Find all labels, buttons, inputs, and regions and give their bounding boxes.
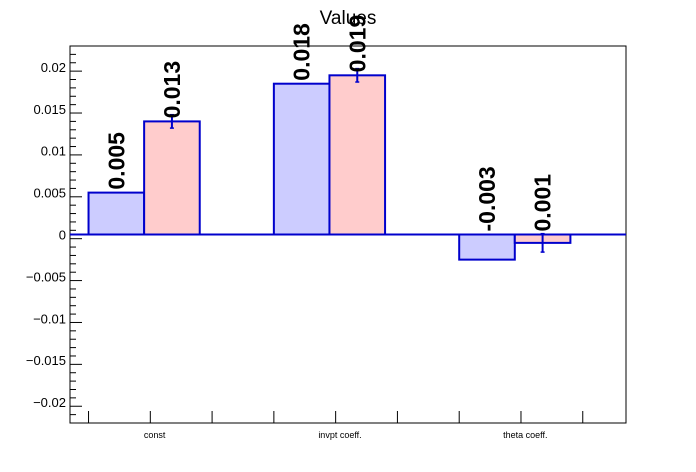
bar <box>87 191 146 236</box>
x-tick-label: const <box>144 430 166 440</box>
y-tick-label: 0.01 <box>41 144 66 159</box>
y-tick-label: 0.02 <box>41 60 66 75</box>
bar <box>143 120 201 236</box>
bar-labels-layer: 0.005 0.018 -0.003 0.013 0.019 0.001 <box>103 15 555 232</box>
x-axis: const invpt coeff. theta coeff. <box>88 411 584 440</box>
y-tick-label: −0.005 <box>26 269 66 284</box>
bar <box>458 233 516 261</box>
y-tick-label: 0.015 <box>33 102 66 117</box>
bars-layer <box>87 67 572 261</box>
bar-value-label: 0.013 <box>159 61 185 119</box>
y-tick-label: −0.02 <box>33 395 66 410</box>
y-tick-label: −0.01 <box>33 311 66 326</box>
y-tick-label: 0 <box>59 228 66 243</box>
bar-value-label: 0.001 <box>530 174 556 232</box>
x-tick-label: theta coeff. <box>503 430 547 440</box>
bar-value-label: 0.018 <box>289 23 315 81</box>
bar <box>328 74 387 236</box>
y-axis: −0.02 −0.015 −0.01 −0.005 0 0.005 0.01 0.015 0.0… <box>26 45 82 424</box>
y-tick-label: 0.005 <box>33 186 66 201</box>
y-tick-label: −0.015 <box>26 353 66 368</box>
chart-title: Values <box>320 8 377 29</box>
bar-value-label: 0.019 <box>344 15 370 73</box>
x-tick-label: invpt coeff. <box>318 430 361 440</box>
bar-value-label: -0.003 <box>474 166 500 231</box>
bar <box>272 82 331 236</box>
bar-value-label: 0.005 <box>103 132 129 190</box>
